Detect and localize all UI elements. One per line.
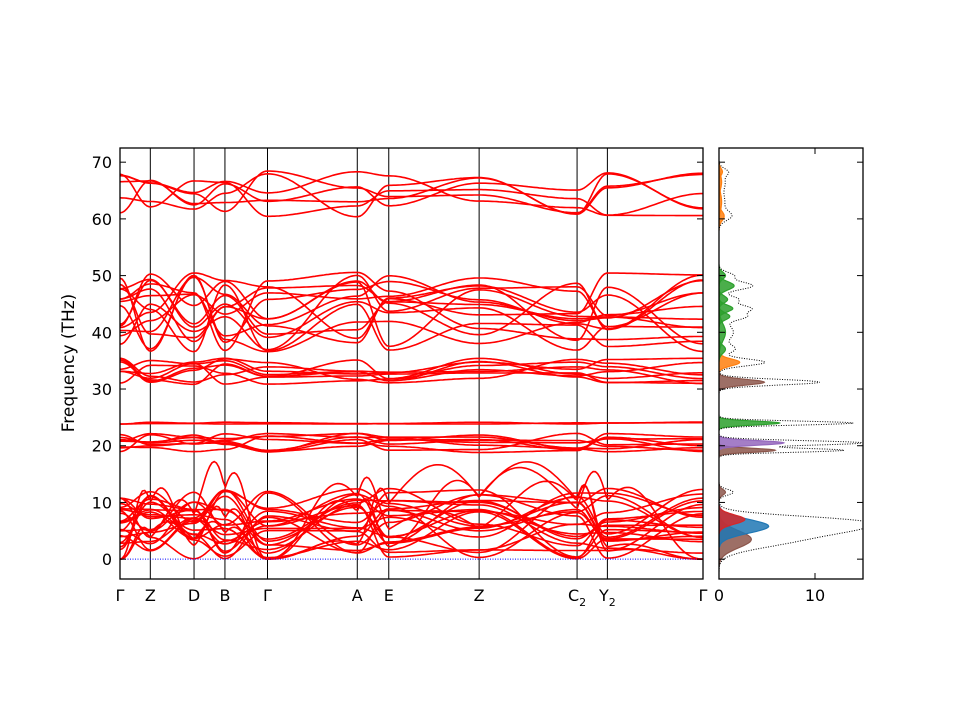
y-axis-title: Frequency (THz) <box>59 294 79 433</box>
y-tick-label: 70 <box>92 153 112 172</box>
dos-partial-peak <box>719 483 727 502</box>
band-curve <box>120 361 703 385</box>
kpath-label: Γ <box>699 586 708 605</box>
band-curve <box>120 503 703 558</box>
band-curve <box>120 460 703 560</box>
kpath-label: Y2 <box>598 586 616 609</box>
kpath-label-sub: 2 <box>609 596 616 609</box>
dos-partial-peak <box>719 505 746 534</box>
band-curve <box>120 421 703 425</box>
kpath-label: D <box>188 586 200 605</box>
kpath-label-main: Γ <box>699 586 708 605</box>
band-curve <box>120 432 703 453</box>
dos-x-tick-label: 10 <box>805 586 825 605</box>
band-curve <box>120 432 703 453</box>
band-curve <box>120 432 703 454</box>
kpath-label: B <box>219 586 230 605</box>
band-curve <box>120 357 703 386</box>
band-curve <box>120 357 703 384</box>
band-curve <box>120 493 703 559</box>
dos-partial-areas <box>719 148 863 579</box>
band-curve <box>120 493 703 560</box>
y-tick-label: 60 <box>92 210 112 229</box>
band-curves <box>120 170 703 561</box>
kpath-label-main: Z <box>145 586 156 605</box>
band-curve <box>120 171 703 217</box>
band-curve <box>120 432 703 453</box>
band-y-axis: 0 10 20 30 40 50 60 70 <box>92 153 703 569</box>
y-tick-label: 20 <box>92 437 112 456</box>
dos-plot-frame <box>718 147 864 580</box>
kpath-label: Z <box>145 586 156 605</box>
dos-x-tick-label: 0 <box>714 586 724 605</box>
kpath-label-main: Γ <box>116 586 125 605</box>
band-curve <box>120 272 703 340</box>
band-curve <box>120 278 703 351</box>
band-curve <box>120 173 703 215</box>
kpath-label: E <box>384 586 394 605</box>
y-tick-label: 40 <box>92 323 112 342</box>
band-curve <box>120 276 703 353</box>
band-curve <box>120 284 703 353</box>
y-tick-label: 10 <box>92 493 112 512</box>
kpath-label-main: Γ <box>263 586 272 605</box>
kpath-label-main: D <box>188 586 200 605</box>
kpath-label: C2 <box>568 586 586 609</box>
kpath-label-main: A <box>352 586 363 605</box>
band-curve <box>120 492 703 538</box>
band-x-axis: Γ Z D B Γ A E Z C2 Y2 Γ <box>116 586 708 609</box>
band-plot-frame <box>119 147 704 580</box>
band-curve <box>120 489 703 558</box>
band-curve <box>120 497 703 554</box>
band-curve <box>120 490 703 559</box>
band-curve <box>120 489 703 544</box>
kpath-label: Z <box>474 586 485 605</box>
dos-partial-peak <box>719 373 766 392</box>
y-tick-label: 50 <box>92 267 112 286</box>
band-curve <box>120 432 703 451</box>
kpath-label-main: C <box>568 586 579 605</box>
kpath-label-main: Z <box>474 586 485 605</box>
dos-plot: 0 10 <box>714 147 864 605</box>
band-curve <box>120 357 703 385</box>
band-curve <box>120 275 703 337</box>
dos-y-ticks <box>719 161 863 560</box>
band-curve <box>120 488 703 548</box>
band-curve <box>120 357 703 375</box>
kpath-label-main: E <box>384 586 394 605</box>
dos-partial-peak <box>719 351 741 374</box>
band-curve <box>120 495 703 560</box>
band-curve <box>120 491 703 552</box>
dos-x-axis: 0 10 <box>714 148 825 605</box>
kpath-label: Γ <box>116 586 125 605</box>
band-curve <box>120 359 703 382</box>
y-tick-label: 30 <box>92 380 112 399</box>
band-curve <box>120 279 703 335</box>
dos-partial-peak <box>719 435 786 451</box>
kpath-label-main: Y <box>598 586 609 605</box>
kpath-label: A <box>352 586 363 605</box>
dos-total-line <box>719 148 863 579</box>
kpath-label-sub: 2 <box>579 596 586 609</box>
band-curve <box>120 488 703 554</box>
band-curve <box>120 274 703 352</box>
band-curve <box>120 170 703 214</box>
dos-partial-peak <box>719 416 782 430</box>
y-tick-label: 0 <box>102 550 112 569</box>
kpath-label-main: B <box>219 586 230 605</box>
band-curve <box>120 172 703 214</box>
kpath-label: Γ <box>263 586 272 605</box>
band-curve <box>120 172 703 218</box>
